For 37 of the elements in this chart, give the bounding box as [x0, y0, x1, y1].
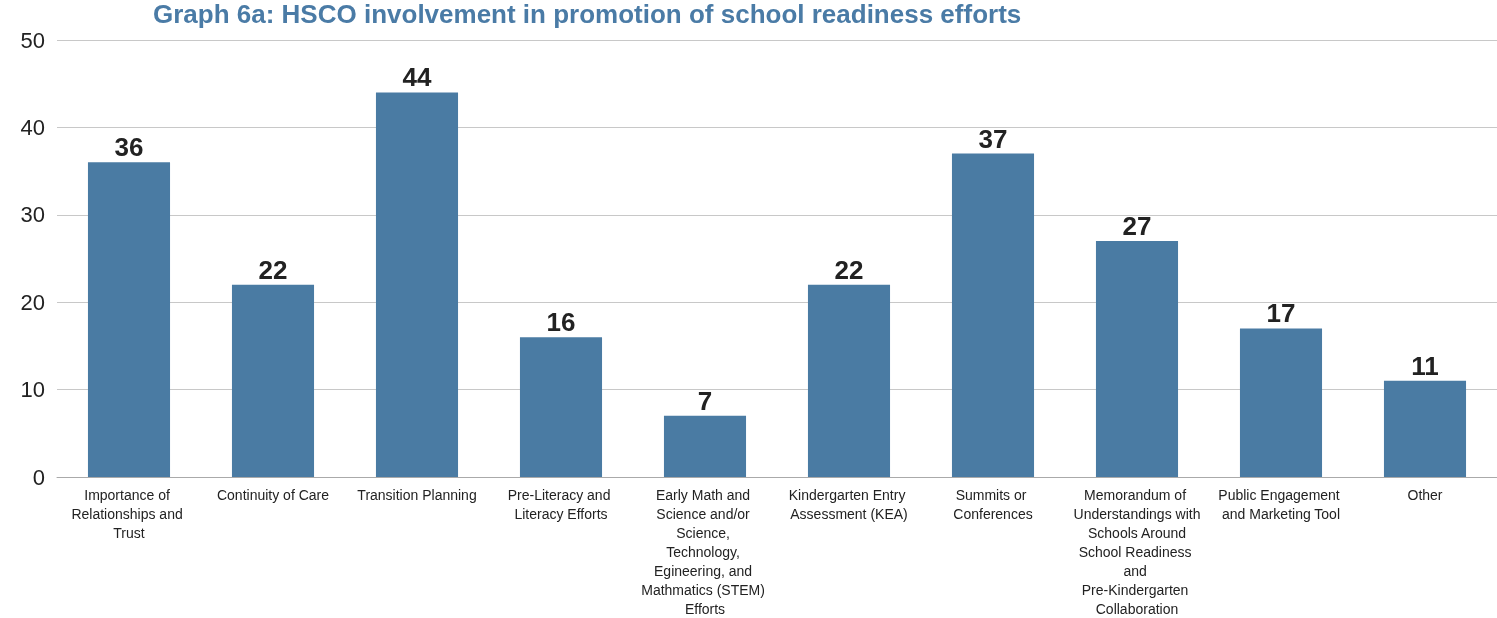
y-tick-label: 10 — [20, 377, 45, 403]
bar — [807, 284, 891, 477]
x-tick-label: Importance of Relationships and Trust — [71, 486, 187, 541]
x-tick-label: Transition Planning — [357, 486, 477, 503]
bar — [1383, 380, 1467, 477]
bar — [1095, 241, 1179, 477]
data-label: 37 — [978, 123, 1008, 154]
data-label: 17 — [1266, 298, 1296, 329]
x-tick-label: Other — [1407, 486, 1443, 503]
bar — [375, 92, 459, 477]
x-tick-label: Memorandum of Understandings with Schools Around School Readiness and Pre-Kindergarten Collaboration — [1073, 486, 1201, 617]
y-tick-label: 20 — [20, 289, 45, 315]
y-tick-label: 40 — [20, 114, 45, 140]
data-label: 36 — [114, 132, 144, 163]
bar — [1239, 328, 1323, 477]
data-label: 7 — [697, 385, 713, 416]
x-tick-label: Early Math and Science and/or Science, Technology, Egineering, and Mathmatics (STEM) Efforts — [641, 486, 769, 617]
bar — [87, 162, 171, 477]
bar — [663, 415, 747, 477]
data-label: 11 — [1411, 350, 1439, 381]
y-tick-label: 50 — [20, 27, 45, 53]
bar — [519, 337, 603, 477]
bar — [951, 153, 1035, 477]
bar — [231, 284, 315, 477]
data-label: 22 — [834, 254, 864, 285]
data-label: 44 — [402, 62, 432, 93]
x-tick-label: Kindergarten Entry Assessment (KEA) — [788, 486, 910, 522]
data-label: 27 — [1122, 211, 1152, 242]
data-label: 16 — [546, 307, 576, 338]
x-tick-label: Pre-Literacy and Literacy Efforts — [507, 486, 615, 522]
x-tick-label: Public Engagement and Marketing Tool — [1218, 486, 1344, 522]
y-tick-label: 0 — [32, 464, 45, 490]
x-tick-label: Summits or Conferences — [953, 486, 1033, 522]
x-tick-label: Continuity of Care — [216, 486, 330, 503]
chart-title: Graph 6a: HSCO involvement in promotion of school readiness efforts — [153, 0, 1022, 29]
y-tick-label: 30 — [20, 202, 45, 228]
data-label: 22 — [258, 254, 288, 285]
